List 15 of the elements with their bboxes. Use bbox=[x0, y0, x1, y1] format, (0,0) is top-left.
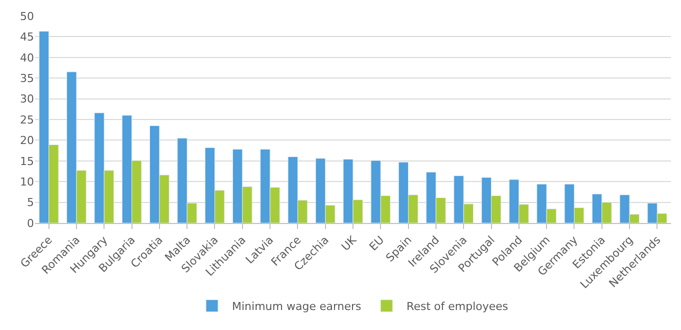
y-tick-label: 50 bbox=[20, 10, 34, 23]
y-tick-label: 0 bbox=[27, 216, 34, 230]
y-tick-label: 45 bbox=[20, 30, 34, 44]
y-tick-label: 10 bbox=[20, 175, 34, 188]
y-tick-label: 25 bbox=[20, 113, 34, 126]
y-tick-label: 20 bbox=[20, 134, 34, 148]
y-tick-label: 35 bbox=[20, 72, 34, 85]
legend-label: Rest of employees bbox=[406, 300, 508, 314]
x-tick-label: UK bbox=[339, 232, 360, 254]
legend-label: Minimum wage earners bbox=[232, 300, 362, 314]
x-tick-label: EU bbox=[366, 234, 387, 254]
y-tick-label: 30 bbox=[20, 92, 34, 106]
y-tick-label: 40 bbox=[20, 51, 34, 64]
y-tick-label: 15 bbox=[20, 154, 34, 168]
y-tick-label: 5 bbox=[27, 196, 34, 210]
